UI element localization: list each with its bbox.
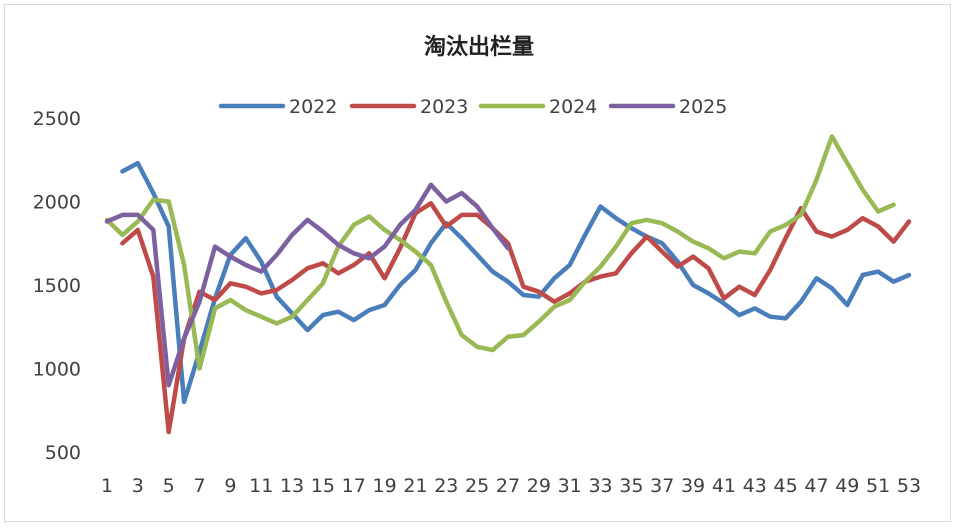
x-tick-label: 53	[897, 475, 921, 497]
x-axis: 1 3 5 7 9 11 13 15 17 19 21 23 25 27 29 31 33 35 37 39 41 43 4…	[101, 475, 921, 497]
y-axis: 500 1000 1500 2000 2500	[33, 108, 81, 464]
x-tick-label: 9	[224, 475, 236, 497]
x-tick-label: 23	[434, 475, 458, 497]
x-tick-label: 29	[527, 475, 551, 497]
series-line-2024	[104, 134, 896, 371]
x-tick-label: 25	[465, 475, 489, 497]
series-line-2022	[120, 160, 912, 405]
x-tick-label: 45	[774, 475, 798, 497]
legend-label-2025: 2025	[679, 96, 727, 118]
y-tick-label: 500	[45, 442, 81, 464]
x-tick-label: 21	[403, 475, 427, 497]
x-tick-label: 5	[163, 475, 175, 497]
x-tick-label: 11	[249, 475, 273, 497]
legend-label-2022: 2022	[289, 96, 337, 118]
series-line-2025	[104, 182, 511, 388]
x-tick-label: 7	[193, 475, 205, 497]
x-tick-label: 33	[588, 475, 612, 497]
plot-area	[104, 134, 912, 435]
x-tick-label: 15	[311, 475, 335, 497]
x-tick-label: 51	[866, 475, 890, 497]
x-tick-label: 31	[558, 475, 582, 497]
x-tick-label: 49	[835, 475, 859, 497]
x-tick-label: 3	[132, 475, 144, 497]
legend-label-2023: 2023	[420, 96, 468, 118]
y-tick-label: 1000	[33, 359, 81, 381]
series-line-2023	[120, 200, 912, 435]
chart-legend: 2022 2023 2024 2025	[218, 96, 727, 118]
y-tick-label: 2500	[33, 108, 81, 130]
y-tick-label: 2000	[33, 192, 81, 214]
y-tick-label: 1500	[33, 275, 81, 297]
x-tick-label: 43	[743, 475, 767, 497]
chart-frame: 淘汰出栏量 2022 2023 2024 2025 500 1000 1500 2000 25…	[4, 4, 951, 522]
x-tick-label: 41	[712, 475, 736, 497]
x-tick-label: 27	[496, 475, 520, 497]
legend-label-2024: 2024	[549, 96, 597, 118]
x-tick-label: 17	[342, 475, 366, 497]
chart-svg: 淘汰出栏量 2022 2023 2024 2025 500 1000 1500 2000 25…	[33, 34, 921, 497]
x-tick-label: 39	[681, 475, 705, 497]
x-tick-label: 37	[650, 475, 674, 497]
x-tick-label: 13	[280, 475, 304, 497]
x-tick-label: 35	[619, 475, 643, 497]
x-tick-label: 1	[101, 475, 113, 497]
x-tick-label: 19	[373, 475, 397, 497]
x-tick-label: 47	[804, 475, 828, 497]
chart-title: 淘汰出栏量	[424, 34, 534, 60]
